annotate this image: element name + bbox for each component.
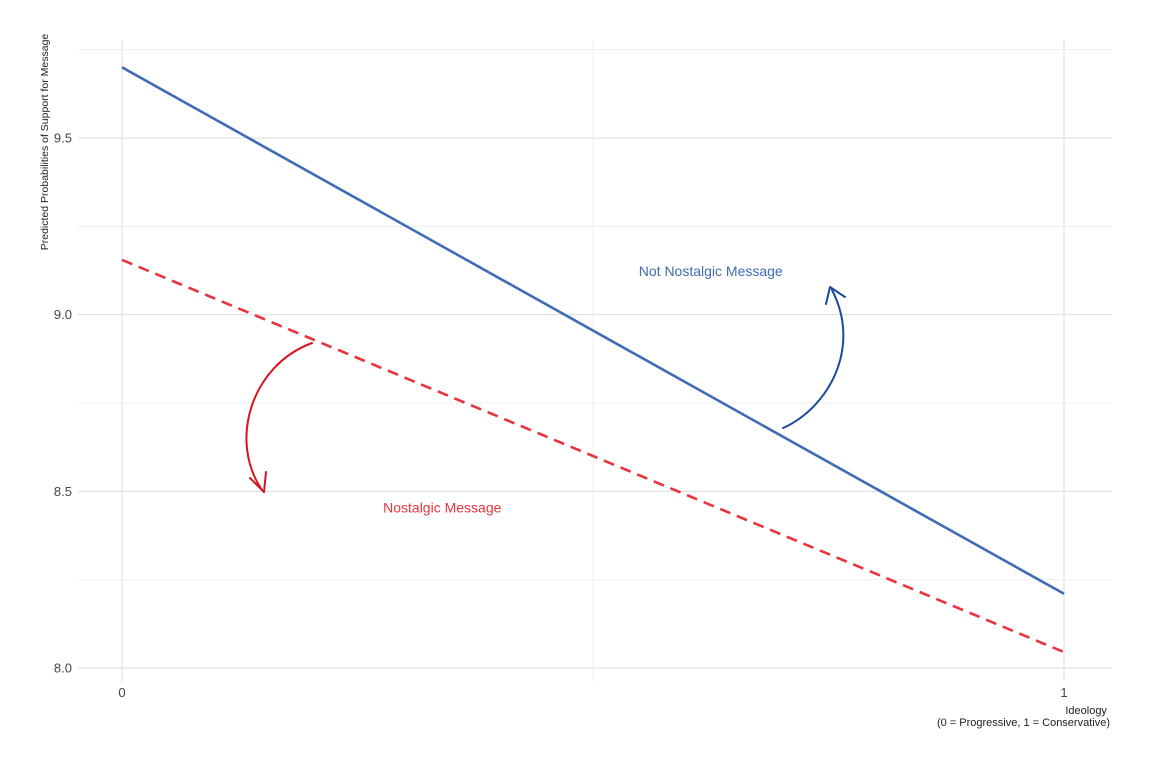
y-axis-title: Predicted Probabilities of Support for M…: [39, 34, 51, 251]
x-axis-title-line1: Ideology: [1065, 705, 1107, 717]
annotation-labels: Not Nostalgic Message Nostalgic Message: [383, 263, 783, 516]
arrow-not-nostalgic: [782, 289, 845, 429]
tick-labels: 8.0 8.5 9.0 9.5 0 1: [54, 131, 1068, 701]
y-tick-label: 8.0: [54, 661, 72, 676]
x-axis-title-line2: (0 = Progressive, 1 = Conservative): [937, 717, 1110, 729]
arrow-nostalgic: [245, 342, 313, 491]
annotation-arrows: [245, 286, 846, 493]
y-tick-label: 9.5: [54, 131, 72, 146]
series-line-nostalgic: [121, 258, 1065, 654]
grid-lines: [78, 40, 1112, 682]
label-not-nostalgic: Not Nostalgic Message: [639, 263, 783, 279]
x-axis-title: Ideology (0 = Progressive, 1 = Conservat…: [937, 705, 1110, 729]
series-line-not-nostalgic: [121, 66, 1065, 595]
arrowhead-nostalgic: [249, 471, 267, 493]
y-tick-label: 9.0: [54, 307, 72, 322]
y-tick-label: 8.5: [54, 484, 72, 499]
arrowhead-not-nostalgic: [825, 286, 846, 305]
x-tick-label: 0: [118, 685, 125, 700]
label-nostalgic: Nostalgic Message: [383, 500, 501, 516]
x-tick-label: 1: [1060, 685, 1067, 700]
series-lines: [121, 66, 1065, 654]
